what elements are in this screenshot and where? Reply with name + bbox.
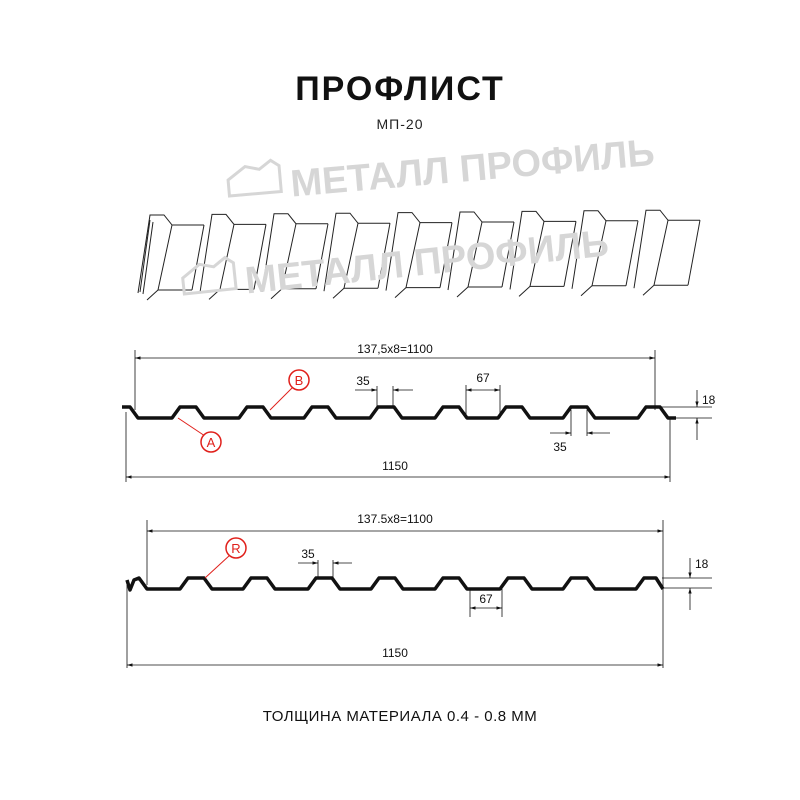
bottom-width-label: 35	[553, 440, 567, 454]
profile-1-section	[122, 405, 676, 420]
callout-r-label: R	[231, 541, 240, 556]
watermark-text: МЕТАЛЛ ПРОФИЛЬ	[289, 132, 656, 206]
callout-b-label: B	[295, 373, 304, 388]
callout-b	[288, 369, 310, 391]
profile-1: 137,5x8=1100 1150 35 67 35 18 A B	[122, 342, 716, 482]
top-width-label: 35	[356, 374, 370, 388]
profile-2-section	[125, 576, 665, 592]
width-label: 1150	[382, 646, 408, 660]
callout-r	[225, 537, 247, 559]
watermark-text: МЕТАЛЛ ПРОФИЛЬ	[243, 223, 610, 303]
material-thickness-note: ТОЛЩИНА МАТЕРИАЛА 0.4 - 0.8 ММ	[262, 708, 538, 725]
top-width-label: 35	[301, 547, 315, 561]
pitch-label: 137,5x8=1100	[357, 342, 433, 356]
valley-label: 67	[479, 592, 493, 606]
page-title: ПРОФЛИСТ	[295, 70, 505, 108]
model-subtitle: МП-20	[376, 116, 424, 132]
watermark-logo-2: МЕТАЛЛ ПРОФИЛЬ	[181, 223, 611, 303]
watermark-logo-1: МЕТАЛЛ ПРОФИЛЬ	[226, 132, 656, 206]
pitch-label: 137.5x8=1100	[357, 512, 433, 526]
profile-2: 137.5x8=1100 1150 35 67 18 R	[125, 512, 712, 668]
width-label: 1150	[382, 459, 408, 473]
callout-a	[200, 431, 222, 453]
height-label: 18	[702, 393, 716, 407]
height-label: 18	[695, 557, 709, 571]
callout-a-label: A	[207, 435, 216, 450]
valley-label: 67	[476, 371, 490, 385]
